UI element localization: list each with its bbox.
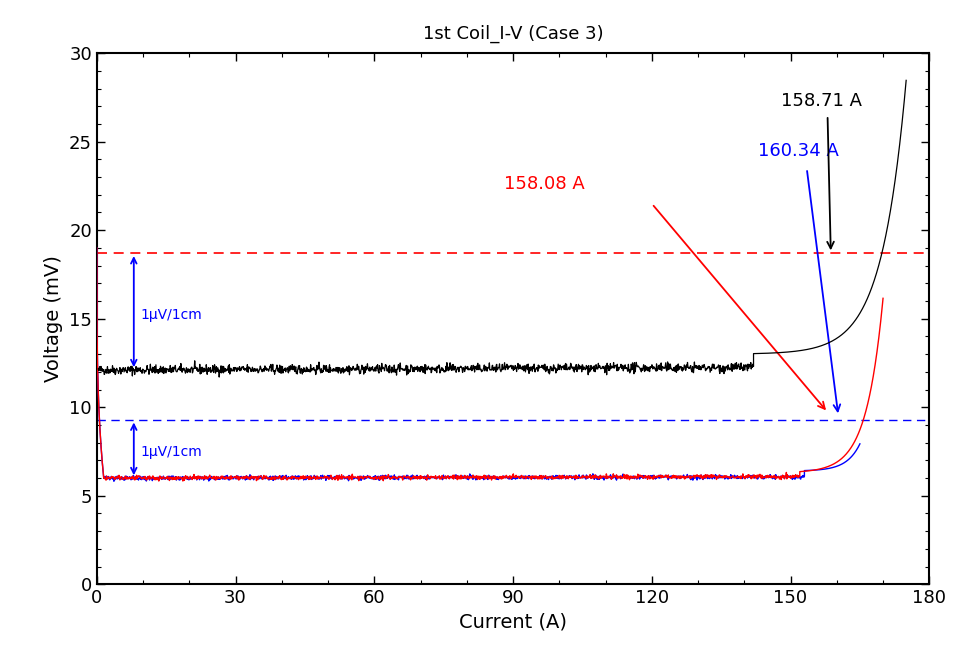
Y-axis label: Voltage (mV): Voltage (mV) (45, 255, 63, 382)
X-axis label: Current (A): Current (A) (459, 613, 567, 631)
Text: 158.08 A: 158.08 A (503, 175, 585, 193)
Text: 160.34 A: 160.34 A (758, 142, 839, 160)
Text: 1μV/1cm: 1μV/1cm (140, 444, 202, 459)
Text: 158.71 A: 158.71 A (781, 92, 862, 110)
Title: 1st Coil_I-V (Case 3): 1st Coil_I-V (Case 3) (423, 25, 603, 44)
Text: 1μV/1cm: 1μV/1cm (140, 308, 202, 322)
